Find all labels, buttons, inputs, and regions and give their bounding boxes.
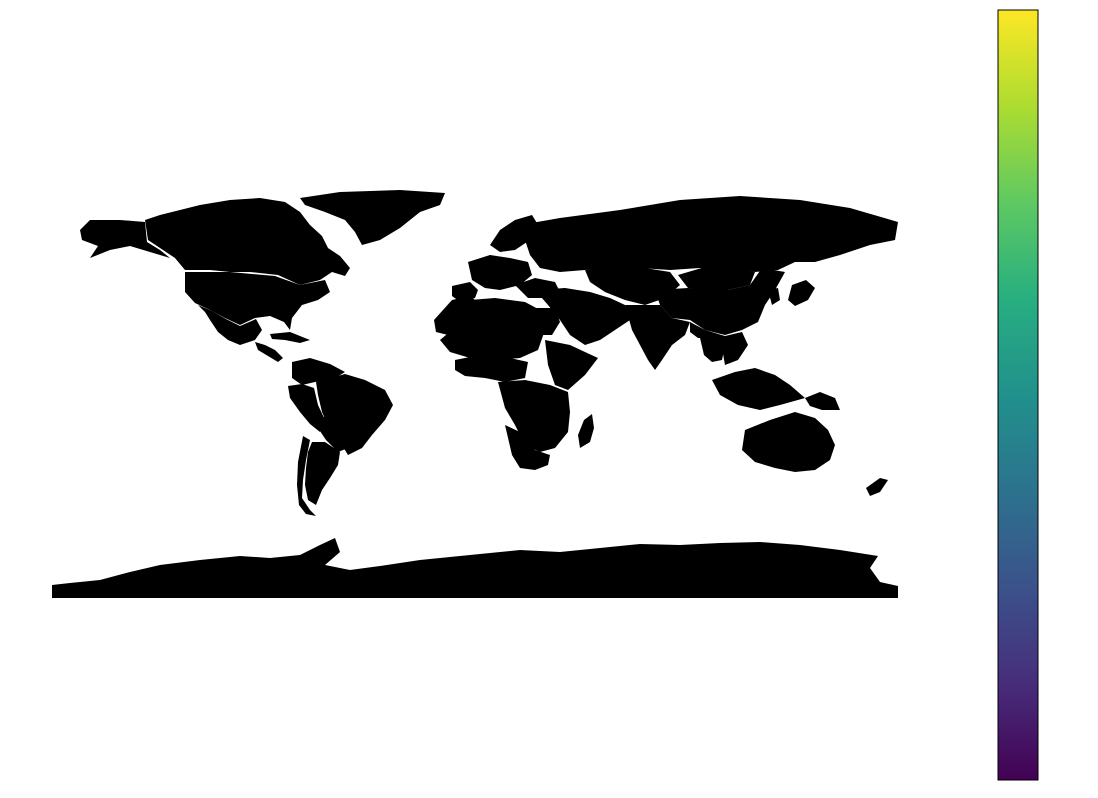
- region-japan: [788, 280, 815, 306]
- region-antarctica: [52, 538, 898, 598]
- region-sahara: [440, 298, 545, 360]
- region-russia: [520, 196, 898, 272]
- region-central-america: [255, 342, 283, 362]
- region-mongolia: [678, 267, 755, 290]
- country-regions: [52, 190, 898, 598]
- region-greenland: [300, 190, 445, 245]
- region-southern-africa: [505, 425, 550, 470]
- region-southeast-asia: [690, 322, 748, 365]
- region-brazil: [316, 374, 393, 455]
- region-argentina: [305, 442, 340, 505]
- colorbar-gradient: [997, 9, 1039, 781]
- region-chile: [297, 436, 316, 516]
- region-new-zealand: [866, 478, 888, 496]
- region-indonesia: [712, 368, 805, 410]
- region-andean-west: [288, 384, 325, 432]
- region-west-africa: [455, 355, 528, 382]
- region-usa: [185, 272, 330, 330]
- region-western-europe: [468, 255, 532, 290]
- region-china: [655, 268, 785, 335]
- region-central-asia: [585, 264, 680, 305]
- region-central-africa: [498, 380, 570, 452]
- region-papua: [805, 392, 840, 410]
- region-bolivia-paraguay: [314, 412, 348, 452]
- region-madagascar: [578, 414, 594, 448]
- colorbar: [997, 9, 1039, 781]
- region-india: [625, 305, 690, 370]
- region-iberia: [452, 282, 478, 302]
- region-middle-east: [535, 288, 630, 345]
- region-alaska: [80, 220, 170, 258]
- region-australia: [742, 412, 835, 472]
- region-korea: [768, 288, 780, 305]
- region-caribbean: [270, 332, 310, 343]
- region-north-africa-west: [434, 296, 480, 335]
- region-egypt: [532, 308, 560, 335]
- region-horn-of-africa: [545, 340, 598, 390]
- region-canada: [145, 198, 350, 285]
- region-mexico: [198, 305, 262, 345]
